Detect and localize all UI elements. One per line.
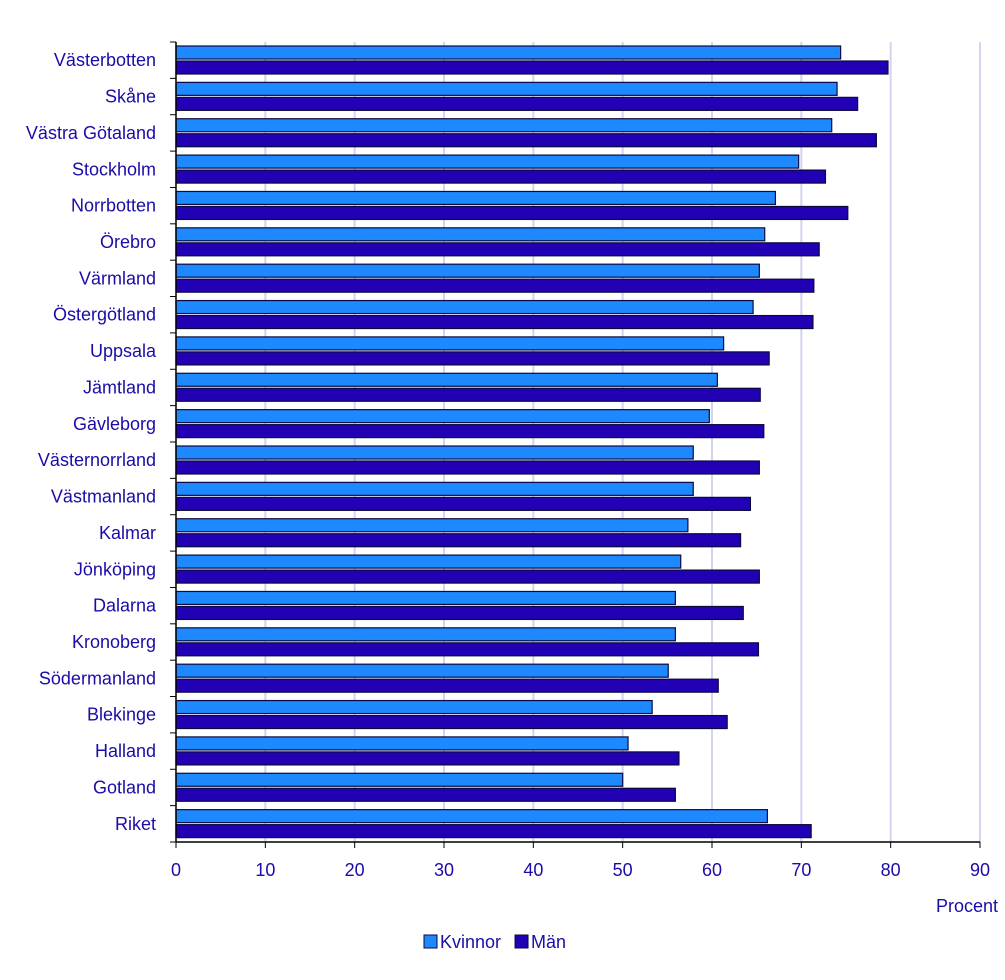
bar-kvinnor (175, 663, 669, 678)
x-tick-label: 10 (255, 860, 275, 880)
category-label: Jämtland (83, 377, 156, 397)
bar-män (175, 278, 815, 293)
category-label: Stockholm (72, 159, 156, 179)
bar-män (175, 642, 760, 657)
bar-män (175, 133, 877, 148)
category-label: Gävleborg (73, 414, 156, 434)
bar-män (175, 678, 719, 693)
bar-kvinnor (175, 154, 800, 169)
category-label: Västmanland (51, 487, 156, 507)
bar-kvinnor (175, 736, 629, 751)
bar-kvinnor (175, 372, 718, 387)
x-tick-label: 20 (345, 860, 365, 880)
x-tick-label: 40 (523, 860, 543, 880)
bar-kvinnor (175, 81, 838, 96)
category-label: Örebro (100, 232, 156, 252)
category-label: Östergötland (53, 305, 156, 325)
category-label: Norrbotten (71, 196, 156, 216)
bar-män (175, 387, 761, 402)
x-tick-label: 30 (434, 860, 454, 880)
bar-kvinnor (175, 299, 754, 315)
legend-swatch (423, 934, 438, 949)
legend-swatch (514, 934, 529, 949)
legend-label: Kvinnor (440, 932, 501, 952)
legend-label: Män (531, 932, 566, 952)
bar-män (175, 169, 827, 184)
bar-män (175, 351, 770, 366)
bar-kvinnor (175, 445, 694, 460)
x-tick-label: 0 (171, 860, 181, 880)
bar-kvinnor (175, 699, 653, 715)
bar-kvinnor (175, 554, 682, 569)
category-label: Blekinge (87, 705, 156, 725)
bar-kvinnor (175, 518, 689, 533)
category-label: Kronoberg (72, 632, 156, 652)
category-label: Uppsala (90, 341, 157, 361)
x-tick-label: 50 (613, 860, 633, 880)
bar-män (175, 460, 760, 475)
bar-män (175, 496, 752, 511)
category-label: Skåne (105, 87, 156, 107)
category-label: Halland (95, 741, 156, 761)
category-label: Gotland (93, 777, 156, 797)
bar-kvinnor (175, 45, 842, 60)
bar-män (175, 533, 742, 548)
bar-kvinnor (175, 809, 768, 824)
category-label: Västerbotten (54, 50, 156, 70)
bar-män (175, 424, 765, 439)
bar-män (175, 714, 728, 730)
bar-män (175, 605, 744, 621)
category-label: Riket (115, 814, 156, 834)
bar-kvinnor (175, 118, 833, 133)
category-label: Dalarna (93, 596, 157, 616)
bar-kvinnor (175, 627, 676, 642)
bar-män (175, 824, 812, 839)
bar-kvinnor (175, 409, 710, 424)
bar-män (175, 205, 849, 221)
x-tick-label: 60 (702, 860, 722, 880)
category-label: Västernorrland (38, 450, 156, 470)
category-label: Västra Götaland (26, 123, 156, 143)
bar-män (175, 751, 680, 766)
bar-kvinnor (175, 227, 766, 242)
category-label: Kalmar (99, 523, 156, 543)
bar-kvinnor (175, 590, 676, 606)
bar-kvinnor (175, 263, 760, 278)
x-tick-label: 90 (970, 860, 990, 880)
bar-män (175, 787, 676, 802)
x-tick-label: 80 (881, 860, 901, 880)
bar-män (175, 314, 814, 330)
bar-kvinnor (175, 190, 777, 206)
category-label: Jönköping (74, 559, 156, 579)
bar-män (175, 60, 889, 75)
bar-kvinnor (175, 481, 694, 496)
bar-män (175, 96, 859, 111)
category-label: Värmland (79, 268, 156, 288)
x-axis-label: Procent (936, 896, 998, 916)
x-tick-label: 70 (791, 860, 811, 880)
category-label: Södermanland (39, 668, 156, 688)
bar-män (175, 569, 760, 584)
bar-män (175, 242, 820, 257)
bar-kvinnor (175, 336, 725, 351)
bar-kvinnor (175, 772, 624, 787)
